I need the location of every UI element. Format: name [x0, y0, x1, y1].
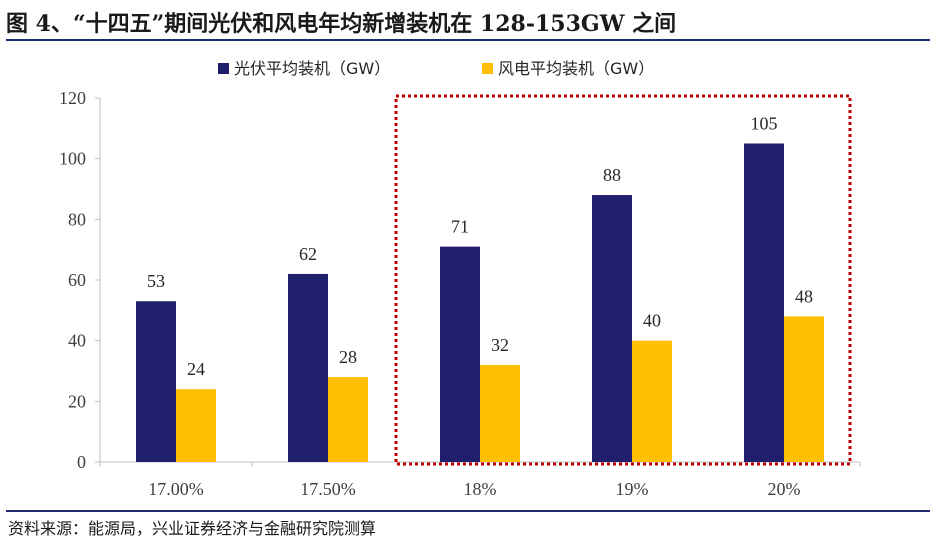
highlight-box [394, 94, 852, 466]
bar-solar [136, 301, 176, 462]
y-tick-label: 80 [68, 209, 86, 229]
legend-swatch-wind [482, 63, 493, 74]
bar-solar [592, 195, 632, 463]
data-label: 105 [751, 114, 778, 134]
data-label: 24 [187, 359, 205, 379]
data-label: 62 [299, 244, 317, 264]
x-tick-label: 17.00% [148, 479, 204, 499]
legend-label-wind: 风电平均装机（GW） [498, 59, 654, 78]
bar-wind [176, 389, 216, 462]
title-divider [6, 39, 930, 41]
figure-title: 图 4、“十四五”期间光伏和风电年均新增装机在 128-153GW 之间 [6, 11, 677, 37]
y-tick-label: 20 [68, 391, 86, 411]
legend-label-solar: 光伏平均装机（GW） [234, 59, 390, 78]
bar-solar [288, 273, 328, 462]
data-label: 48 [795, 286, 813, 306]
x-tick-label: 19% [616, 479, 649, 499]
bar-wind [784, 316, 824, 462]
x-tick-label: 18% [464, 479, 497, 499]
y-tick-label: 100 [59, 149, 86, 169]
source-divider [6, 510, 930, 512]
source-note: 资料来源：能源局，兴业证券经济与金融研究院测算 [8, 519, 377, 538]
y-tick-label: 60 [68, 270, 86, 290]
data-label: 28 [339, 347, 357, 367]
legend-swatch-solar [218, 63, 229, 74]
data-label: 53 [147, 271, 165, 291]
bar-wind [328, 377, 368, 462]
data-label: 71 [451, 217, 469, 237]
y-tick-label: 0 [77, 452, 86, 472]
y-tick-label: 40 [68, 331, 86, 351]
bar-solar [744, 143, 784, 462]
y-tick-label: 120 [59, 88, 86, 108]
bar-wind [480, 364, 520, 462]
data-label: 32 [491, 335, 509, 355]
x-tick-label: 20% [768, 479, 801, 499]
bar-solar [440, 246, 480, 462]
data-label: 40 [643, 311, 661, 331]
bar-wind [632, 340, 672, 462]
data-label: 88 [603, 165, 621, 185]
x-tick-label: 17.50% [300, 479, 356, 499]
